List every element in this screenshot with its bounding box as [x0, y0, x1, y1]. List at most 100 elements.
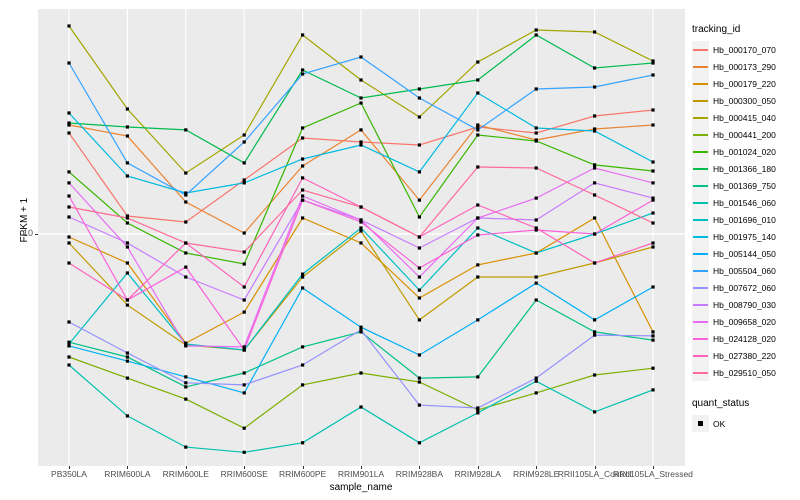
- data-point: [476, 60, 480, 64]
- data-point: [301, 157, 305, 161]
- legend-item: Hb_001024_020: [692, 143, 798, 160]
- data-point: [534, 251, 538, 255]
- data-point: [651, 330, 655, 334]
- data-point: [67, 61, 71, 65]
- data-point: [417, 266, 421, 270]
- data-point: [651, 334, 655, 338]
- legend-item: Hb_001366_180: [692, 160, 798, 177]
- legend-item-label: Hb_001546_060: [713, 197, 776, 208]
- data-point: [301, 68, 305, 72]
- data-point: [534, 298, 538, 302]
- data-point: [534, 281, 538, 285]
- data-point: [125, 298, 129, 302]
- data-point: [301, 216, 305, 220]
- data-point: [242, 285, 246, 289]
- legend-item: Hb_000300_050: [692, 92, 798, 109]
- data-point: [242, 383, 246, 387]
- data-point: [476, 411, 480, 415]
- data-point: [242, 345, 246, 349]
- data-point: [534, 226, 538, 230]
- data-point: [417, 87, 421, 91]
- data-point: [67, 261, 71, 265]
- data-point: [125, 271, 129, 275]
- data-point: [67, 170, 71, 174]
- data-point: [301, 198, 305, 202]
- data-point: [593, 181, 597, 185]
- data-point: [359, 220, 363, 224]
- data-point: [125, 214, 129, 218]
- data-point: [301, 33, 305, 37]
- legend-item: Hb_024128_020: [692, 330, 798, 347]
- data-point: [242, 250, 246, 254]
- data-point: [184, 128, 188, 132]
- data-point: [67, 241, 71, 245]
- data-point: [67, 205, 71, 209]
- legend-key-line-icon: [692, 245, 709, 262]
- data-point: [651, 211, 655, 215]
- data-point: [359, 140, 363, 144]
- data-point: [417, 215, 421, 219]
- data-point: [359, 241, 363, 245]
- x-tick-mark: [244, 466, 246, 469]
- x-tick-mark: [477, 466, 479, 469]
- data-point: [184, 241, 188, 245]
- data-point: [651, 285, 655, 289]
- legend-item: Hb_009658_020: [692, 313, 798, 330]
- data-point: [184, 251, 188, 255]
- x-tick-mark: [69, 466, 70, 469]
- data-point: [417, 96, 421, 100]
- data-point: [125, 125, 129, 129]
- data-point: [359, 405, 363, 409]
- legend-item: Hb_007672_060: [692, 279, 798, 296]
- data-point: [476, 203, 480, 207]
- data-point: [534, 28, 538, 32]
- legend-item-label: Hb_008790_030: [713, 299, 776, 310]
- y-tick-mark: [35, 234, 38, 235]
- legend-item-label: Hb_000300_050: [713, 95, 776, 106]
- data-point: [125, 161, 129, 165]
- data-point: [417, 275, 421, 279]
- data-point: [67, 235, 71, 239]
- data-point: [301, 363, 305, 367]
- data-point: [184, 381, 188, 385]
- x-tick-label: RRIM901LA: [337, 469, 385, 479]
- legend-item: Hb_001696_010: [692, 211, 798, 228]
- legend-item-label: Hb_001024_020: [713, 146, 776, 157]
- data-point: [242, 178, 246, 182]
- data-point: [359, 218, 363, 222]
- data-point: [125, 174, 129, 178]
- data-point: [651, 59, 655, 63]
- data-point: [417, 235, 421, 239]
- data-point: [593, 163, 597, 167]
- data-point: [359, 325, 363, 329]
- data-point: [242, 310, 246, 314]
- x-tick-mark: [361, 466, 362, 469]
- legend-item-label: Hb_005144_050: [713, 248, 776, 259]
- data-point: [651, 366, 655, 370]
- tracking-id-legend: tracking_id Hb_000170_070 Hb_000173_290 Hb…: [692, 24, 798, 381]
- data-point: [301, 188, 305, 192]
- data-point: [359, 226, 363, 230]
- legend-key-line-icon: [692, 279, 709, 296]
- data-point: [301, 383, 305, 387]
- data-point: [184, 193, 188, 197]
- data-point: [184, 344, 188, 348]
- data-point: [184, 191, 188, 195]
- data-point: [184, 200, 188, 204]
- legend-key-line-icon: [692, 228, 709, 245]
- data-point: [651, 61, 655, 65]
- data-point: [242, 450, 246, 454]
- data-point: [359, 371, 363, 375]
- data-point: [651, 160, 655, 164]
- data-point: [67, 340, 71, 344]
- data-point: [476, 263, 480, 267]
- data-point: [301, 126, 305, 130]
- data-point: [359, 229, 363, 233]
- data-point: [476, 406, 480, 410]
- data-point: [476, 133, 480, 137]
- data-point: [417, 318, 421, 322]
- x-tick-mark: [536, 466, 538, 469]
- legend-item: Hb_000441_200: [692, 126, 798, 143]
- data-point: [301, 286, 305, 290]
- legend-item: Hb_001369_750: [692, 177, 798, 194]
